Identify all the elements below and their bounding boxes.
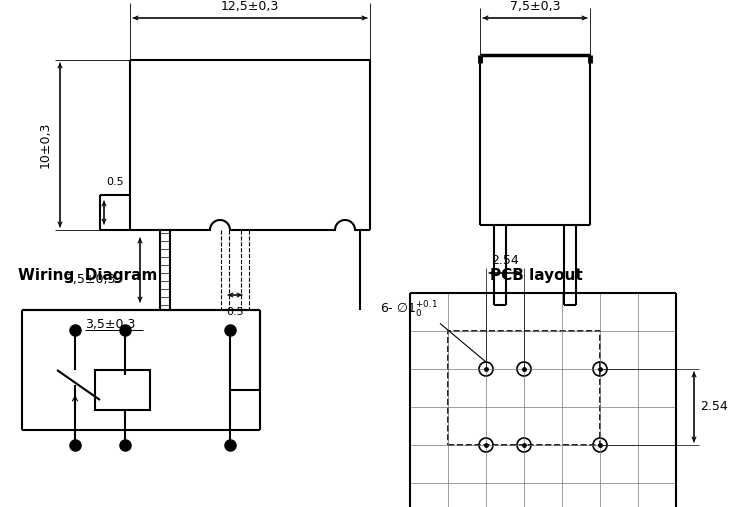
- Bar: [95, 370, 150, 410]
- Text: 12,5±0,3: 12,5±0,3: [221, 0, 279, 13]
- Text: 0.5: 0.5: [106, 177, 124, 187]
- Text: 2.54: 2.54: [491, 254, 519, 267]
- Text: 10±0,3: 10±0,3: [39, 122, 52, 168]
- Text: Wiring  Diagram: Wiring Diagram: [18, 268, 158, 283]
- Text: 3,5±0,3: 3,5±0,3: [65, 273, 115, 286]
- Bar: [448, 331, 600, 445]
- Text: 6- $\varnothing$1$^{+0.1}_{0}$: 6- $\varnothing$1$^{+0.1}_{0}$: [380, 300, 438, 320]
- Text: 2.54: 2.54: [700, 401, 727, 414]
- Text: 7,5±0,3: 7,5±0,3: [510, 0, 560, 13]
- Text: PCB layout: PCB layout: [490, 268, 583, 283]
- Text: 0.5: 0.5: [226, 307, 244, 317]
- Text: 3,5±0,3: 3,5±0,3: [85, 318, 136, 331]
